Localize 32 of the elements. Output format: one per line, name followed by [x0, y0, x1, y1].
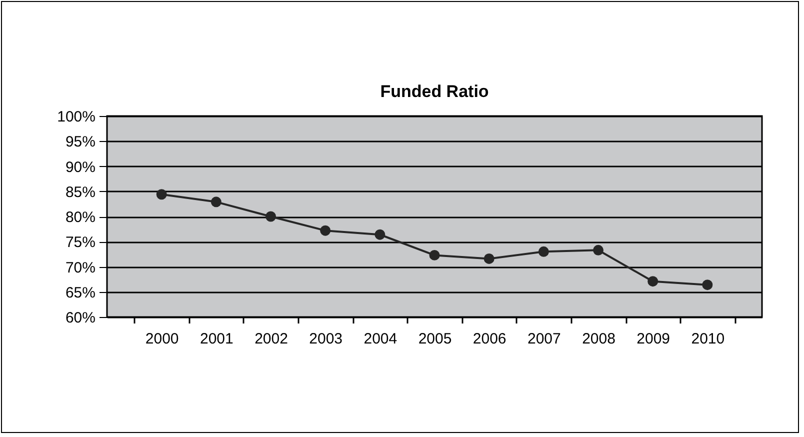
- y-tick-label: 90%: [65, 158, 96, 176]
- x-tick-label: 2007: [527, 330, 561, 348]
- y-tick-label: 80%: [65, 209, 96, 226]
- point: [320, 225, 331, 236]
- y-tick-label: 60%: [65, 310, 96, 326]
- chart-title: Funded Ratio: [380, 82, 489, 101]
- point: [702, 280, 713, 290]
- y-tick-label: 85%: [65, 184, 96, 201]
- x-tick-label: 2002: [254, 330, 288, 348]
- x-tick-label: 2006: [472, 330, 506, 348]
- y-tick-label: 65%: [65, 284, 96, 302]
- point: [374, 229, 386, 240]
- x-tick-label: 2008: [582, 330, 616, 348]
- x-tick-label: 2000: [145, 330, 179, 348]
- point: [210, 196, 222, 208]
- point: [266, 211, 276, 222]
- point: [593, 244, 604, 256]
- point: [156, 189, 167, 200]
- point: [538, 246, 549, 257]
- point: [429, 250, 440, 260]
- x-tick-label: 2003: [309, 330, 343, 348]
- x-tick-label: 2010: [691, 330, 725, 348]
- x-tick-label: 2004: [364, 330, 398, 348]
- y-tick-label: 70%: [65, 259, 96, 276]
- x-tick-label: 2001: [200, 330, 234, 348]
- x-tick-label: 2009: [636, 330, 670, 348]
- x-tick-label: 2005: [418, 330, 452, 348]
- point: [484, 253, 494, 264]
- y-tick-label: 95%: [65, 134, 96, 151]
- y-tick-label: 75%: [65, 234, 96, 252]
- point: [648, 276, 658, 287]
- y-tick-label: 100%: [57, 108, 96, 126]
